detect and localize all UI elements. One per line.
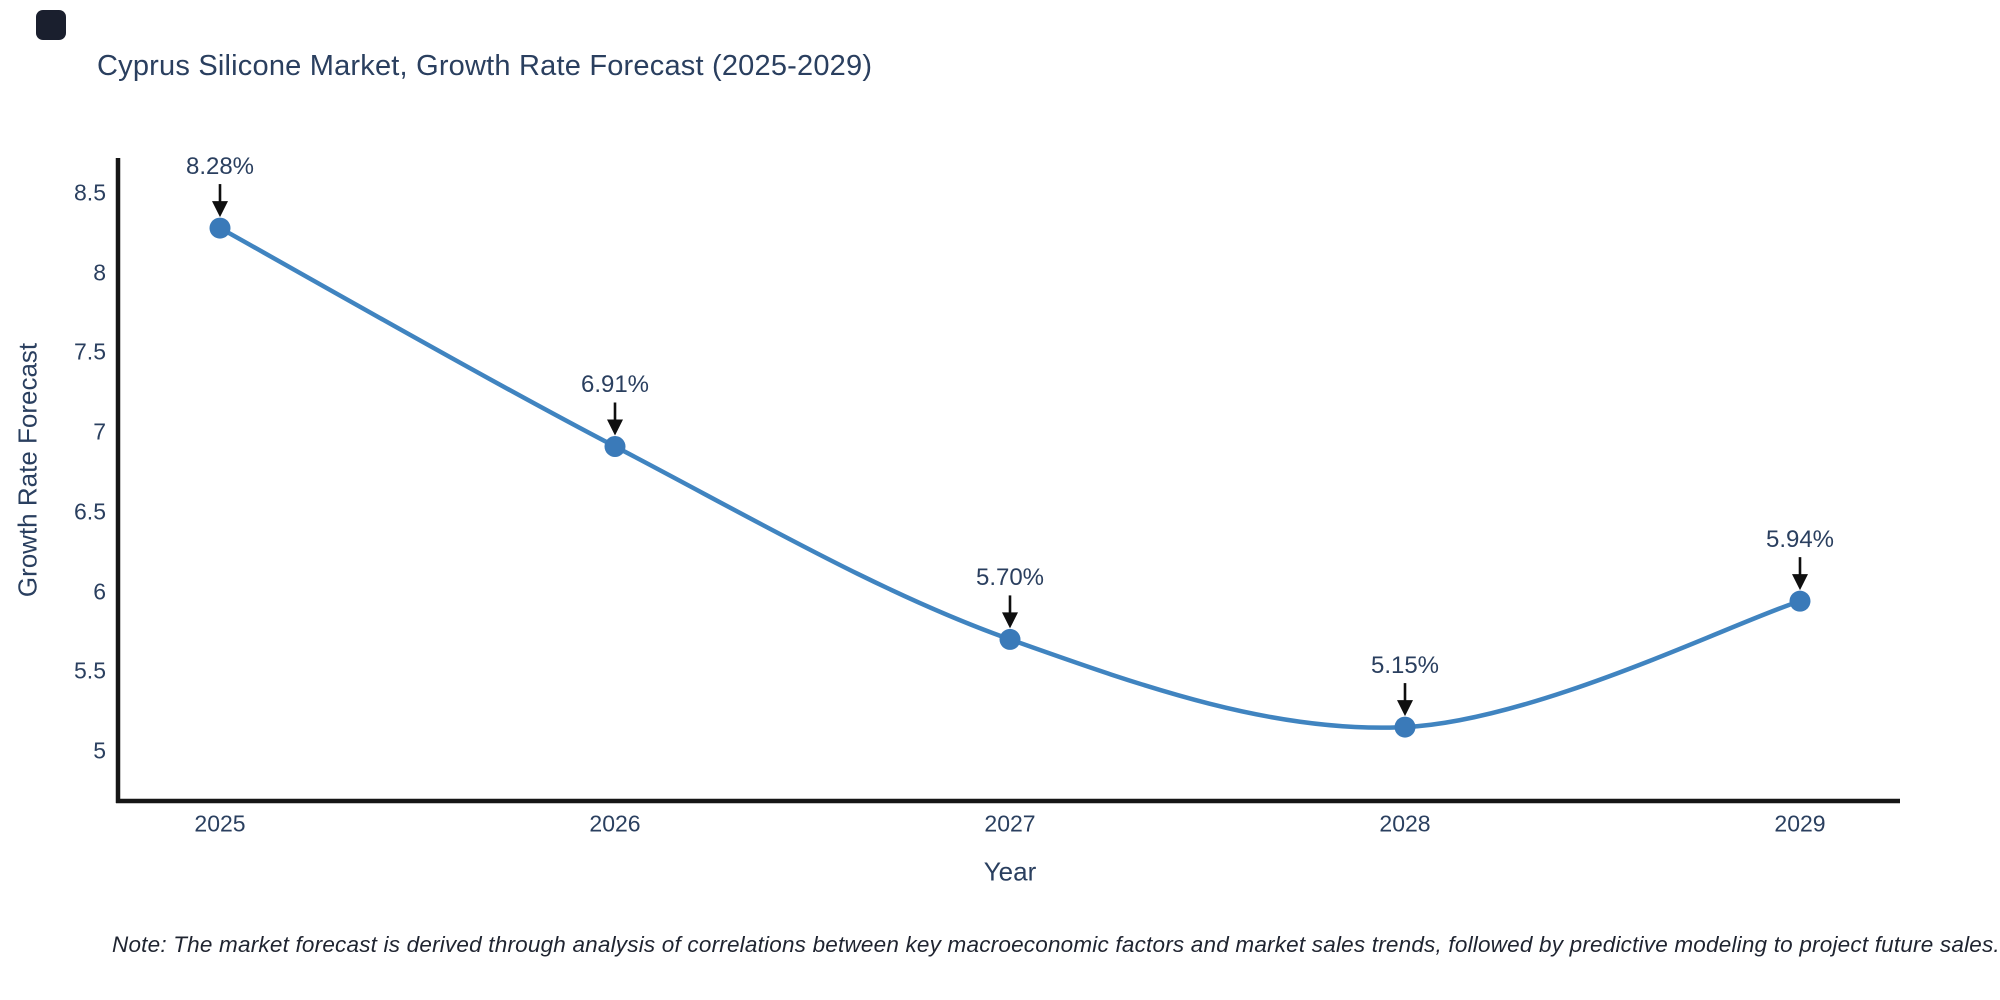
forecast-line — [217, 225, 1803, 730]
data-point-marker — [604, 435, 626, 457]
data-point-marker — [1394, 716, 1416, 738]
y-tick-label: 8.5 — [74, 179, 106, 206]
annotation-arrow-head — [1397, 700, 1413, 717]
annotation-arrow-head — [1002, 612, 1018, 629]
data-point-marker — [1789, 590, 1811, 612]
point-annotation: 5.15% — [1370, 652, 1440, 680]
y-tick-label: 6.5 — [74, 498, 106, 525]
logo-mark — [36, 10, 66, 40]
annotation-arrow-head — [1792, 574, 1808, 591]
data-point-marker — [999, 628, 1021, 650]
y-axis-title: Growth Rate Forecast — [12, 342, 43, 598]
data-point-marker — [209, 217, 231, 239]
y-tick-label: 6 — [93, 578, 106, 605]
point-annotation: 5.94% — [1765, 526, 1835, 554]
x-tick-label: 2026 — [589, 810, 641, 837]
x-tick-label: 2029 — [1774, 810, 1826, 837]
y-tick-label: 8 — [93, 259, 106, 286]
annotation-arrow-head — [607, 419, 623, 436]
x-tick-label: 2025 — [194, 810, 246, 837]
x-axis-title: Year — [983, 856, 1037, 887]
y-tick-label: 5 — [93, 737, 106, 764]
point-annotation: 8.28% — [185, 153, 255, 181]
y-tick-label: 7 — [93, 418, 106, 445]
point-annotation: 5.70% — [975, 564, 1045, 592]
footnote: Note: The market forecast is derived thr… — [112, 932, 2000, 957]
x-tick-label: 2027 — [984, 810, 1036, 837]
annotation-arrow-head — [212, 201, 228, 218]
y-tick-label: 7.5 — [74, 338, 106, 365]
y-tick-label: 5.5 — [74, 657, 106, 684]
chart-title: Cyprus Silicone Market, Growth Rate Fore… — [97, 50, 873, 82]
x-tick-label: 2028 — [1379, 810, 1431, 837]
point-annotation: 6.91% — [580, 371, 650, 399]
